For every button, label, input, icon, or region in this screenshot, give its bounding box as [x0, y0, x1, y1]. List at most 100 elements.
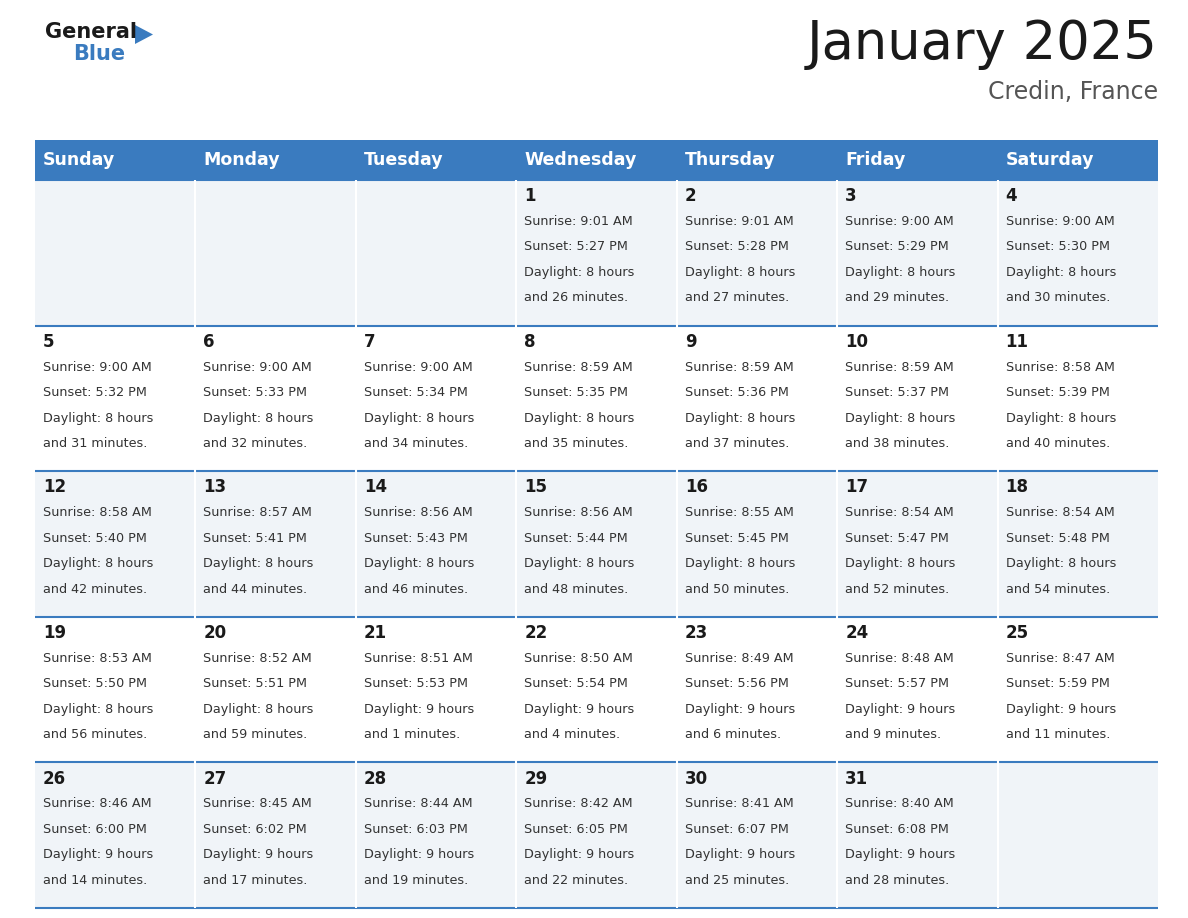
Text: 4: 4: [1005, 187, 1017, 206]
Text: Sunset: 6:00 PM: Sunset: 6:00 PM: [43, 823, 147, 835]
Bar: [838, 471, 998, 617]
Text: Daylight: 8 hours: Daylight: 8 hours: [845, 266, 955, 279]
Text: Sunrise: 8:53 AM: Sunrise: 8:53 AM: [43, 652, 152, 665]
Text: Sunset: 6:03 PM: Sunset: 6:03 PM: [364, 823, 468, 835]
Text: Sunset: 5:32 PM: Sunset: 5:32 PM: [43, 386, 147, 399]
Text: Sunset: 5:41 PM: Sunset: 5:41 PM: [203, 532, 308, 544]
Text: 5: 5: [43, 333, 55, 351]
Text: Sunrise: 8:57 AM: Sunrise: 8:57 AM: [203, 506, 312, 520]
Text: Sunset: 5:45 PM: Sunset: 5:45 PM: [684, 532, 789, 544]
Text: Sunrise: 9:01 AM: Sunrise: 9:01 AM: [684, 215, 794, 228]
Text: Daylight: 9 hours: Daylight: 9 hours: [524, 702, 634, 716]
Text: 13: 13: [203, 478, 227, 497]
Text: Tuesday: Tuesday: [364, 151, 443, 169]
Text: Friday: Friday: [845, 151, 905, 169]
Bar: [677, 617, 838, 763]
Text: Sunrise: 9:00 AM: Sunrise: 9:00 AM: [43, 361, 152, 374]
Text: and 9 minutes.: and 9 minutes.: [845, 728, 941, 741]
Text: 10: 10: [845, 333, 868, 351]
Text: Sunrise: 8:45 AM: Sunrise: 8:45 AM: [203, 798, 312, 811]
Text: Sunset: 5:51 PM: Sunset: 5:51 PM: [203, 677, 308, 690]
Text: and 30 minutes.: and 30 minutes.: [1005, 291, 1110, 305]
Bar: [196, 180, 356, 326]
Text: and 22 minutes.: and 22 minutes.: [524, 874, 628, 887]
Text: Daylight: 9 hours: Daylight: 9 hours: [684, 848, 795, 861]
Bar: [838, 140, 998, 180]
Text: 21: 21: [364, 624, 387, 642]
Bar: [517, 326, 677, 471]
Text: and 38 minutes.: and 38 minutes.: [845, 437, 949, 450]
Text: and 31 minutes.: and 31 minutes.: [43, 437, 147, 450]
Text: Sunset: 5:28 PM: Sunset: 5:28 PM: [684, 241, 789, 253]
Text: Daylight: 9 hours: Daylight: 9 hours: [845, 702, 955, 716]
Text: Sunset: 5:39 PM: Sunset: 5:39 PM: [1005, 386, 1110, 399]
Text: and 26 minutes.: and 26 minutes.: [524, 291, 628, 305]
Text: Sunrise: 9:00 AM: Sunrise: 9:00 AM: [364, 361, 473, 374]
Bar: [356, 326, 517, 471]
Bar: [517, 180, 677, 326]
Text: and 54 minutes.: and 54 minutes.: [1005, 583, 1110, 596]
Text: Sunset: 5:59 PM: Sunset: 5:59 PM: [1005, 677, 1110, 690]
Text: and 52 minutes.: and 52 minutes.: [845, 583, 949, 596]
Text: Sunrise: 8:54 AM: Sunrise: 8:54 AM: [845, 506, 954, 520]
Text: and 1 minutes.: and 1 minutes.: [364, 728, 460, 741]
Bar: [517, 617, 677, 763]
Text: 3: 3: [845, 187, 857, 206]
Text: 22: 22: [524, 624, 548, 642]
Text: Sunrise: 8:58 AM: Sunrise: 8:58 AM: [43, 506, 152, 520]
Text: Daylight: 8 hours: Daylight: 8 hours: [524, 557, 634, 570]
Text: and 4 minutes.: and 4 minutes.: [524, 728, 620, 741]
Text: Sunset: 5:54 PM: Sunset: 5:54 PM: [524, 677, 628, 690]
Text: Sunset: 5:37 PM: Sunset: 5:37 PM: [845, 386, 949, 399]
Text: 17: 17: [845, 478, 868, 497]
Text: 31: 31: [845, 769, 868, 788]
Text: and 29 minutes.: and 29 minutes.: [845, 291, 949, 305]
Text: Sunrise: 8:42 AM: Sunrise: 8:42 AM: [524, 798, 633, 811]
Text: 20: 20: [203, 624, 227, 642]
Text: Sunset: 5:47 PM: Sunset: 5:47 PM: [845, 532, 949, 544]
Bar: [838, 180, 998, 326]
Bar: [517, 471, 677, 617]
Text: Sunrise: 8:52 AM: Sunrise: 8:52 AM: [203, 652, 312, 665]
Text: Sunset: 5:43 PM: Sunset: 5:43 PM: [364, 532, 468, 544]
Text: Sunset: 5:56 PM: Sunset: 5:56 PM: [684, 677, 789, 690]
Bar: [196, 140, 356, 180]
Text: Sunset: 5:29 PM: Sunset: 5:29 PM: [845, 241, 949, 253]
Text: Daylight: 9 hours: Daylight: 9 hours: [524, 848, 634, 861]
Text: Sunrise: 8:47 AM: Sunrise: 8:47 AM: [1005, 652, 1114, 665]
Bar: [998, 617, 1158, 763]
Text: General: General: [45, 22, 137, 42]
Text: Sunrise: 8:55 AM: Sunrise: 8:55 AM: [684, 506, 794, 520]
Polygon shape: [135, 25, 153, 44]
Text: Daylight: 8 hours: Daylight: 8 hours: [43, 411, 153, 424]
Text: Daylight: 8 hours: Daylight: 8 hours: [845, 557, 955, 570]
Bar: [356, 140, 517, 180]
Text: 29: 29: [524, 769, 548, 788]
Text: Sunrise: 8:49 AM: Sunrise: 8:49 AM: [684, 652, 794, 665]
Text: Daylight: 8 hours: Daylight: 8 hours: [1005, 266, 1116, 279]
Text: Sunrise: 9:00 AM: Sunrise: 9:00 AM: [1005, 215, 1114, 228]
Text: Daylight: 8 hours: Daylight: 8 hours: [845, 411, 955, 424]
Text: Daylight: 8 hours: Daylight: 8 hours: [524, 266, 634, 279]
Text: Sunrise: 8:44 AM: Sunrise: 8:44 AM: [364, 798, 473, 811]
Text: Daylight: 8 hours: Daylight: 8 hours: [684, 266, 795, 279]
Text: and 19 minutes.: and 19 minutes.: [364, 874, 468, 887]
Text: Daylight: 8 hours: Daylight: 8 hours: [203, 411, 314, 424]
Bar: [677, 180, 838, 326]
Text: Sunset: 5:53 PM: Sunset: 5:53 PM: [364, 677, 468, 690]
Text: Sunset: 5:50 PM: Sunset: 5:50 PM: [43, 677, 147, 690]
Text: Daylight: 8 hours: Daylight: 8 hours: [43, 557, 153, 570]
Text: and 46 minutes.: and 46 minutes.: [364, 583, 468, 596]
Text: Sunset: 5:48 PM: Sunset: 5:48 PM: [1005, 532, 1110, 544]
Text: 12: 12: [43, 478, 67, 497]
Text: and 32 minutes.: and 32 minutes.: [203, 437, 308, 450]
Text: Sunrise: 9:01 AM: Sunrise: 9:01 AM: [524, 215, 633, 228]
Text: January 2025: January 2025: [807, 18, 1158, 70]
Text: Sunrise: 8:59 AM: Sunrise: 8:59 AM: [684, 361, 794, 374]
Bar: [196, 763, 356, 908]
Text: 8: 8: [524, 333, 536, 351]
Text: Credin, France: Credin, France: [988, 80, 1158, 104]
Bar: [838, 326, 998, 471]
Bar: [34, 471, 196, 617]
Bar: [356, 763, 517, 908]
